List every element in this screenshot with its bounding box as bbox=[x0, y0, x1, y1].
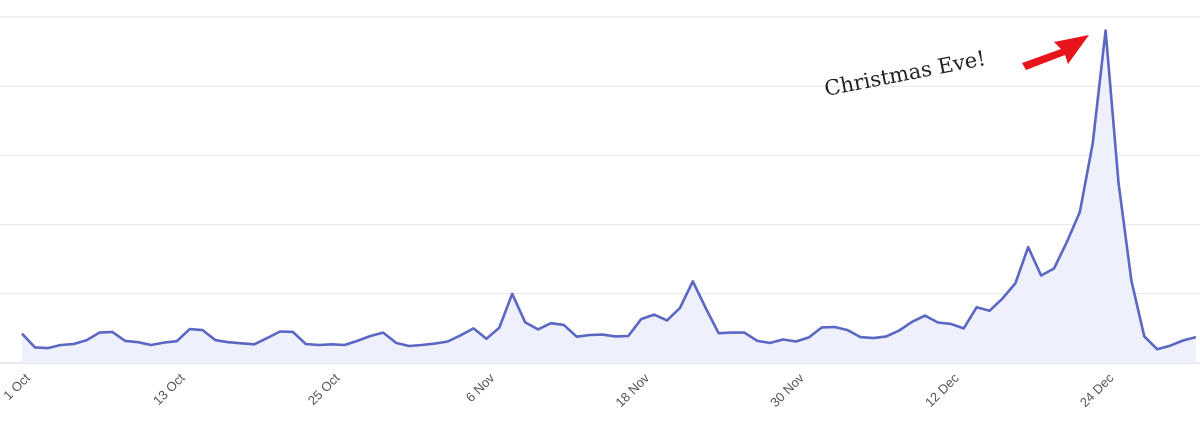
annotation-christmas-eve: Christmas Eve! bbox=[822, 46, 987, 101]
x-tick-label: 6 Nov bbox=[463, 370, 498, 405]
x-axis-ticks: 1 Oct 13 Oct 25 Oct 6 Nov 18 Nov 30 Nov 12 Dec… bbox=[0, 370, 1117, 410]
series-area-fill bbox=[22, 30, 1196, 363]
x-tick-label: 1 Oct bbox=[0, 370, 33, 403]
x-tick-label: 30 Nov bbox=[767, 370, 807, 410]
series-line bbox=[21, 29, 1197, 351]
x-tick-label: 25 Oct bbox=[305, 370, 343, 408]
x-tick-label: 12 Dec bbox=[922, 370, 962, 410]
annotation-layer: Christmas Eve! bbox=[822, 35, 1089, 101]
series-layer bbox=[21, 29, 1197, 363]
x-tick-label: 24 Dec bbox=[1077, 370, 1117, 410]
x-tick-label: 13 Oct bbox=[150, 370, 188, 408]
annotation-arrow bbox=[1022, 35, 1089, 70]
x-tick-label: 18 Nov bbox=[612, 370, 652, 410]
